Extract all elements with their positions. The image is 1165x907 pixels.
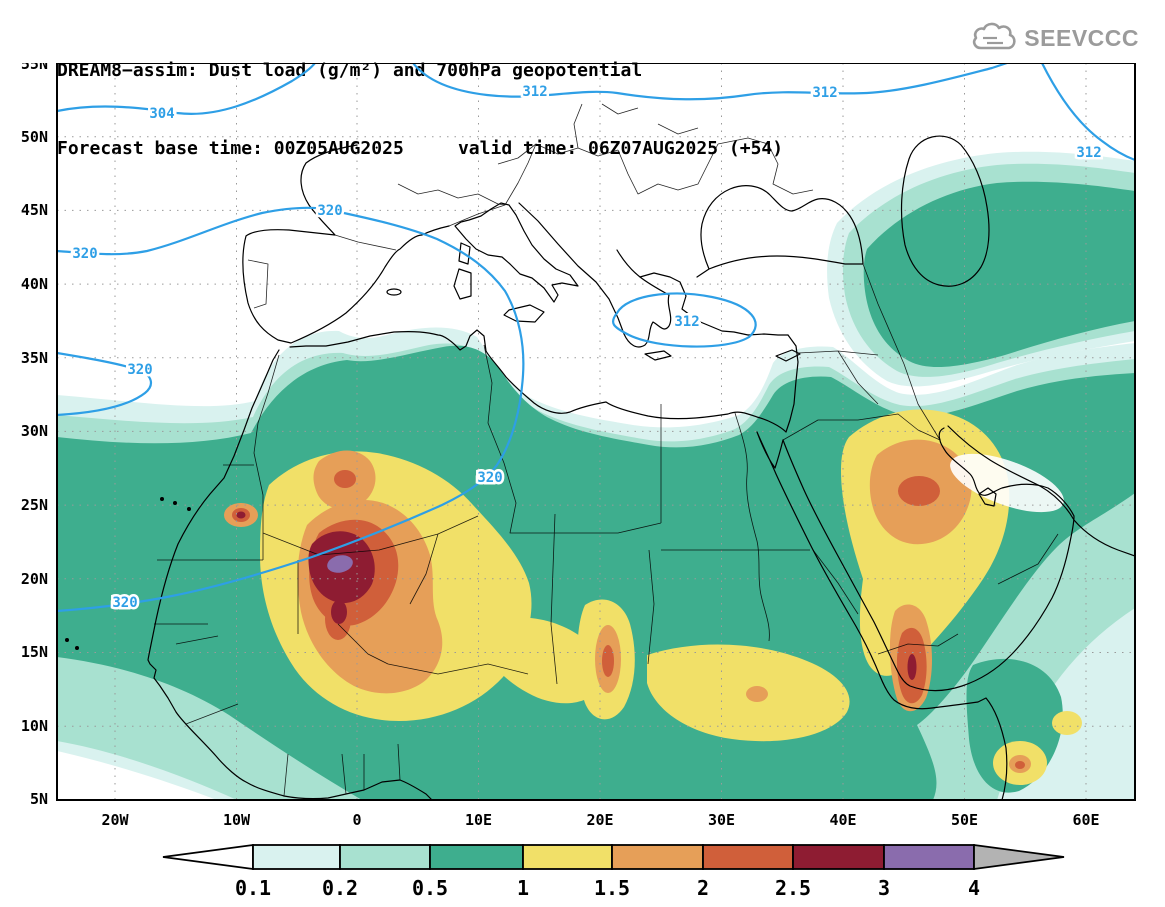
lat-tick-label: 55N xyxy=(21,63,48,73)
geopotential-label: 304 xyxy=(149,106,174,122)
country-borders xyxy=(154,103,1059,797)
lat-tick-label: 25N xyxy=(21,496,48,514)
lon-tick-label: 50E xyxy=(951,811,978,829)
lon-tick-label: 10W xyxy=(223,811,251,829)
lat-tick-label: 40N xyxy=(21,275,48,293)
geopotential-contours xyxy=(57,63,1135,613)
lat-axis: 55N 50N 45N 40N 35N 30N 25N 20N 15N 10N … xyxy=(21,63,48,808)
lat-tick-label: 15N xyxy=(21,643,48,661)
colorbar-segment xyxy=(339,844,431,870)
colorbar-tick-label: 0.5 xyxy=(412,876,448,900)
map-frame xyxy=(56,63,1136,801)
lon-tick-label: 20E xyxy=(586,811,613,829)
lat-tick-label: 45N xyxy=(21,201,48,219)
cloud-logo-icon xyxy=(973,22,1016,50)
colorbar-segment xyxy=(252,844,341,870)
colorbar-segment xyxy=(522,844,613,870)
colorbar-segment xyxy=(429,844,524,870)
geopotential-label: 320 xyxy=(112,595,137,611)
lat-tick-label: 20N xyxy=(21,570,48,588)
persian-gulf-water xyxy=(950,453,1064,513)
geopotential-label: 320 xyxy=(317,203,342,219)
lat-tick-label: 30N xyxy=(21,422,48,440)
colorbar-over-arrow xyxy=(973,843,1065,871)
chart-title: DREAM8−assim: Dust load (g/m²) and 700hP… xyxy=(57,60,643,81)
colorbar-tick-label: 1.5 xyxy=(594,876,630,900)
lon-tick-label: 40E xyxy=(829,811,856,829)
colorbar-tick-label: 0.1 xyxy=(235,876,271,900)
colorbar-tick-label: 4 xyxy=(968,876,980,900)
dust-layer-3 xyxy=(327,555,353,573)
colorbar-tick-label: 3 xyxy=(878,876,890,900)
colorbar-segment xyxy=(702,844,794,870)
logo-text: SEEVCCC xyxy=(1024,24,1139,51)
geopotential-label: 320 xyxy=(127,362,152,378)
graticule xyxy=(57,63,1135,800)
geopotential-label: 320 xyxy=(72,246,97,262)
chart-subtitle: Forecast base time: 00Z05AUG2025 valid t… xyxy=(57,138,784,159)
coastlines xyxy=(65,135,1135,800)
colorbar-segment xyxy=(792,844,885,870)
lat-tick-label: 50N xyxy=(21,128,48,146)
lat-tick-label: 35N xyxy=(21,349,48,367)
geopotential-label: 312 xyxy=(1076,145,1101,161)
lat-tick-label: 5N xyxy=(30,790,48,808)
header: DREAM8−assim: Dust load (g/m²) and 700hP… xyxy=(57,6,783,214)
colorbar: 0.1 0.2 0.5 1 1.5 2 2.5 3 4 xyxy=(162,843,1065,900)
map-canvas: 304 312 312 312 312 320 320 320 320 320 … xyxy=(21,63,1136,829)
seevccc-logo: SEEVCCC xyxy=(971,22,1139,54)
geopotential-label: 312 xyxy=(812,85,837,101)
lon-tick-label: 60E xyxy=(1072,811,1099,829)
colorbar-tick-label: 0.2 xyxy=(322,876,358,900)
colorbar-segment xyxy=(883,844,975,870)
geopotential-label: 312 xyxy=(522,84,547,100)
colorbar-segment xyxy=(611,844,704,870)
geopotential-label: 312 xyxy=(674,314,699,330)
colorbar-tick-label: 1 xyxy=(517,876,529,900)
colorbar-under-arrow xyxy=(162,843,254,871)
colorbar-tick-label: 2.5 xyxy=(775,876,811,900)
geopotential-labels: 304 312 312 312 312 320 320 320 320 320 xyxy=(70,82,1104,614)
lat-tick-label: 10N xyxy=(21,717,48,735)
lon-tick-label: 0 xyxy=(352,811,361,829)
colorbar-tick-label: 2 xyxy=(697,876,709,900)
lon-axis: 20W 10W 0 10E 20E 30E 40E 50E 60E xyxy=(101,811,1099,829)
lon-tick-label: 30E xyxy=(708,811,735,829)
geopotential-label: 320 xyxy=(477,470,502,486)
lon-tick-label: 10E xyxy=(465,811,492,829)
lon-tick-label: 20W xyxy=(101,811,129,829)
